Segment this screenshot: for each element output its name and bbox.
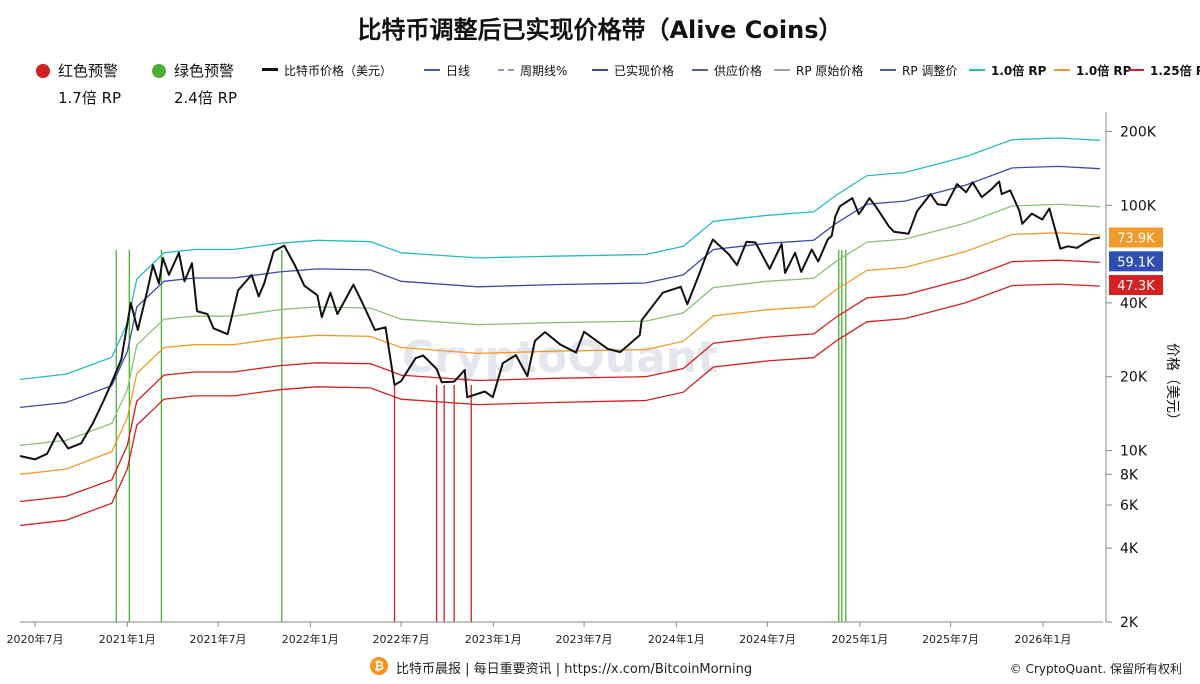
- legend-label: 供应价格: [714, 64, 763, 78]
- red-alert-multiplier: 1.7倍 RP: [58, 89, 122, 107]
- band_blue-line: [19, 165, 1101, 409]
- y-tick-label: 10K: [1120, 444, 1148, 460]
- x-tick-label: 2024年7月: [739, 632, 796, 646]
- band_red1-line: [19, 259, 1101, 503]
- bitcoin-icon: ₿: [370, 657, 388, 675]
- green-dot-icon: [152, 64, 166, 78]
- footer-text: 比特币晨报 | 每日重要资讯 | https://x.com/BitcoinMo…: [396, 662, 753, 677]
- red-alert-legend: 红色预警 1.7倍 RP: [36, 60, 121, 108]
- price-tag-box: [1109, 275, 1163, 296]
- legend-swatch-icon: [969, 69, 985, 71]
- bitcoin-price-line: [19, 180, 1101, 461]
- green-alert-multiplier: 2.4倍 RP: [174, 89, 238, 107]
- legend-item-0[interactable]: 比特币价格（美元）: [262, 62, 392, 79]
- legend-label: 比特币价格（美元）: [284, 64, 393, 78]
- legend-item-6[interactable]: RP 调整价: [880, 62, 957, 79]
- legend-label: 1.0倍 RP: [1076, 64, 1132, 78]
- x-tick-label: 2026年1月: [1014, 632, 1071, 646]
- legend-swatch-icon: [1054, 69, 1070, 71]
- price-tag-box: [1109, 227, 1163, 248]
- legend-label: RP 原始价格: [796, 64, 864, 78]
- band_cyan-line: [19, 137, 1101, 381]
- legend-label: 已实现价格: [614, 64, 675, 78]
- x-tick-label: 2022年1月: [282, 632, 339, 646]
- legend-label: 日线: [446, 64, 471, 78]
- y-tick-label: 6K: [1120, 498, 1139, 514]
- legend-swatch-icon: [692, 69, 708, 71]
- chart-area: CryptoQuant 2K 4K 6K 8K 10K 20K 40K 100K 200K 2020…: [7, 112, 1180, 646]
- legend-item-3[interactable]: 已实现价格: [592, 62, 674, 79]
- legend-label: RP 调整价: [902, 64, 958, 78]
- y-tick-label: 40K: [1120, 296, 1148, 312]
- copyright-text: © CryptoQuant. 保留所有权利: [1009, 662, 1182, 676]
- legend-item-9[interactable]: 1.25倍 RP: [1128, 62, 1200, 79]
- red-dot-icon: [36, 64, 50, 78]
- legend-swatch-icon: [424, 69, 440, 71]
- legend-swatch-icon: [592, 69, 608, 71]
- legend-item-7[interactable]: 1.0倍 RP: [969, 62, 1046, 79]
- legend-label: 1.0倍 RP: [991, 64, 1047, 78]
- x-tick-label: 2023年1月: [465, 632, 522, 646]
- chart-title: 比特币调整后已实现价格带（Alive Coins）: [357, 16, 843, 44]
- red-alert-label: 红色预警: [58, 62, 119, 80]
- legend-item-8[interactable]: 1.0倍 RP: [1054, 62, 1131, 79]
- watermark-text: CryptoQuant: [402, 332, 718, 383]
- y-tick-label: 2K: [1120, 615, 1139, 631]
- x-tick-label: 2024年1月: [648, 632, 705, 646]
- band_red2-line: [19, 283, 1101, 527]
- legend-item-4[interactable]: 供应价格: [692, 62, 762, 79]
- x-tick-label: 2021年1月: [99, 632, 156, 646]
- y-axis-label: 价格（美元）: [1164, 343, 1180, 427]
- legend-swatch-icon: [262, 68, 278, 71]
- green-alert-label: 绿色预警: [174, 62, 235, 80]
- legend-item-5[interactable]: RP 原始价格: [774, 62, 863, 79]
- legend-label: 周期线%: [520, 64, 568, 78]
- footer: ₿ 比特币晨报 | 每日重要资讯 | https://x.com/Bitcoin…: [0, 656, 1200, 678]
- legend-swatch-icon: [498, 69, 514, 71]
- legend-label: 1.25倍 RP: [1150, 64, 1200, 78]
- legend-swatch-icon: [774, 69, 790, 71]
- legend-swatch-icon: [880, 69, 896, 71]
- y-tick-label: 8K: [1120, 467, 1139, 483]
- band_orange-line: [19, 232, 1101, 475]
- price-tag-label: 73.9K: [1117, 231, 1155, 246]
- x-tick-label: 2022年7月: [373, 632, 430, 646]
- x-tick-label: 2023年7月: [556, 632, 613, 646]
- y-tick-label: 100K: [1120, 198, 1157, 214]
- legend-item-1[interactable]: 日线: [424, 62, 470, 79]
- price-tag-box: [1109, 251, 1163, 272]
- x-tick-label: 2021年7月: [190, 632, 247, 646]
- price-tag-label: 59.1K: [1117, 255, 1155, 270]
- price-tag-label: 47.3K: [1117, 279, 1155, 294]
- green-alert-legend: 绿色预警 2.4倍 RP: [152, 60, 237, 108]
- y-tick-label: 4K: [1120, 541, 1139, 557]
- x-tick-label: 2025年1月: [831, 632, 888, 646]
- y-tick-label: 200K: [1120, 124, 1157, 140]
- legend-item-2[interactable]: 周期线%: [498, 62, 567, 79]
- legend-swatch-icon: [1128, 69, 1144, 71]
- band_green-line: [19, 203, 1101, 447]
- x-tick-label: 2025年7月: [922, 632, 979, 646]
- y-tick-label: 20K: [1120, 370, 1148, 386]
- x-tick-label: 2020年7月: [7, 632, 64, 646]
- legend: 比特币价格（美元） 日线 周期线% 已实现价格 供应价格 RP 原始价格 RP 调整价 1.0…: [262, 62, 1200, 82]
